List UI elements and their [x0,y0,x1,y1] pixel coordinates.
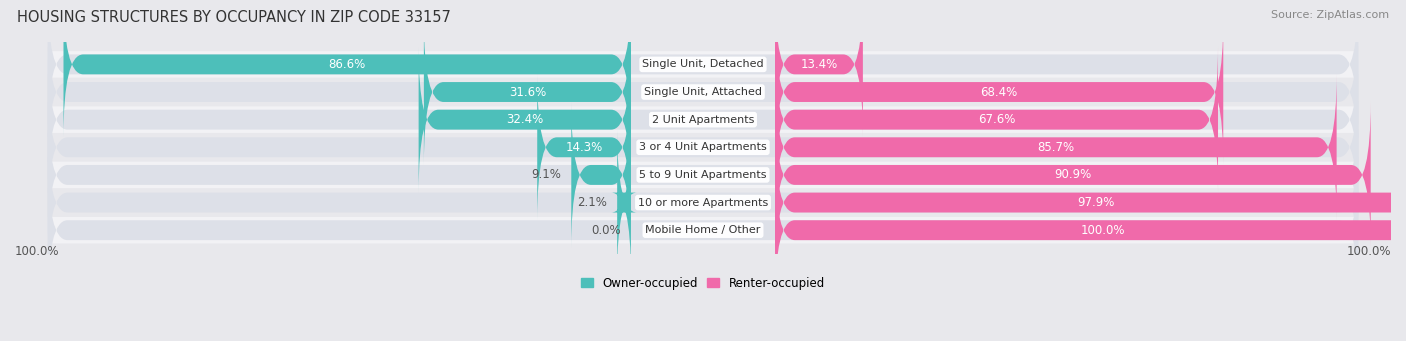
Text: 68.4%: 68.4% [980,86,1018,99]
FancyBboxPatch shape [48,130,1358,276]
FancyBboxPatch shape [48,106,1358,133]
Text: Source: ZipAtlas.com: Source: ZipAtlas.com [1271,10,1389,20]
Text: 14.3%: 14.3% [565,141,603,154]
FancyBboxPatch shape [48,157,1358,303]
FancyBboxPatch shape [48,19,1358,165]
Text: 3 or 4 Unit Apartments: 3 or 4 Unit Apartments [640,142,766,152]
Text: 2 Unit Apartments: 2 Unit Apartments [652,115,754,125]
FancyBboxPatch shape [48,51,1358,78]
Text: Mobile Home / Other: Mobile Home / Other [645,225,761,235]
Text: 13.4%: 13.4% [800,58,838,71]
FancyBboxPatch shape [775,157,1406,303]
Text: 2.1%: 2.1% [578,196,607,209]
FancyBboxPatch shape [537,74,631,220]
Text: 90.9%: 90.9% [1054,168,1091,181]
Text: 86.6%: 86.6% [329,58,366,71]
FancyBboxPatch shape [48,162,1358,188]
FancyBboxPatch shape [419,47,631,193]
FancyBboxPatch shape [423,19,631,165]
FancyBboxPatch shape [48,79,1358,105]
Text: 10 or more Apartments: 10 or more Apartments [638,197,768,208]
FancyBboxPatch shape [775,102,1371,248]
Legend: Owner-occupied, Renter-occupied: Owner-occupied, Renter-occupied [576,272,830,294]
Text: 9.1%: 9.1% [531,168,561,181]
FancyBboxPatch shape [48,134,1358,161]
FancyBboxPatch shape [775,19,1223,165]
Text: 32.4%: 32.4% [506,113,543,126]
FancyBboxPatch shape [48,47,1358,193]
Text: Single Unit, Detached: Single Unit, Detached [643,59,763,69]
Text: 31.6%: 31.6% [509,86,546,99]
FancyBboxPatch shape [612,130,637,276]
FancyBboxPatch shape [63,0,631,137]
Text: 100.0%: 100.0% [15,245,59,258]
FancyBboxPatch shape [48,0,1358,137]
FancyBboxPatch shape [571,102,631,248]
FancyBboxPatch shape [775,74,1337,220]
FancyBboxPatch shape [48,102,1358,248]
Text: 0.0%: 0.0% [592,224,621,237]
Text: 100.0%: 100.0% [1080,224,1125,237]
Text: 5 to 9 Unit Apartments: 5 to 9 Unit Apartments [640,170,766,180]
Text: HOUSING STRUCTURES BY OCCUPANCY IN ZIP CODE 33157: HOUSING STRUCTURES BY OCCUPANCY IN ZIP C… [17,10,451,25]
Text: 67.6%: 67.6% [977,113,1015,126]
FancyBboxPatch shape [775,47,1218,193]
FancyBboxPatch shape [48,189,1358,216]
Text: Single Unit, Attached: Single Unit, Attached [644,87,762,97]
Text: 97.9%: 97.9% [1077,196,1115,209]
FancyBboxPatch shape [48,74,1358,220]
FancyBboxPatch shape [775,130,1406,276]
FancyBboxPatch shape [775,0,863,137]
FancyBboxPatch shape [48,217,1358,243]
Text: 100.0%: 100.0% [1347,245,1391,258]
Text: 85.7%: 85.7% [1038,141,1074,154]
